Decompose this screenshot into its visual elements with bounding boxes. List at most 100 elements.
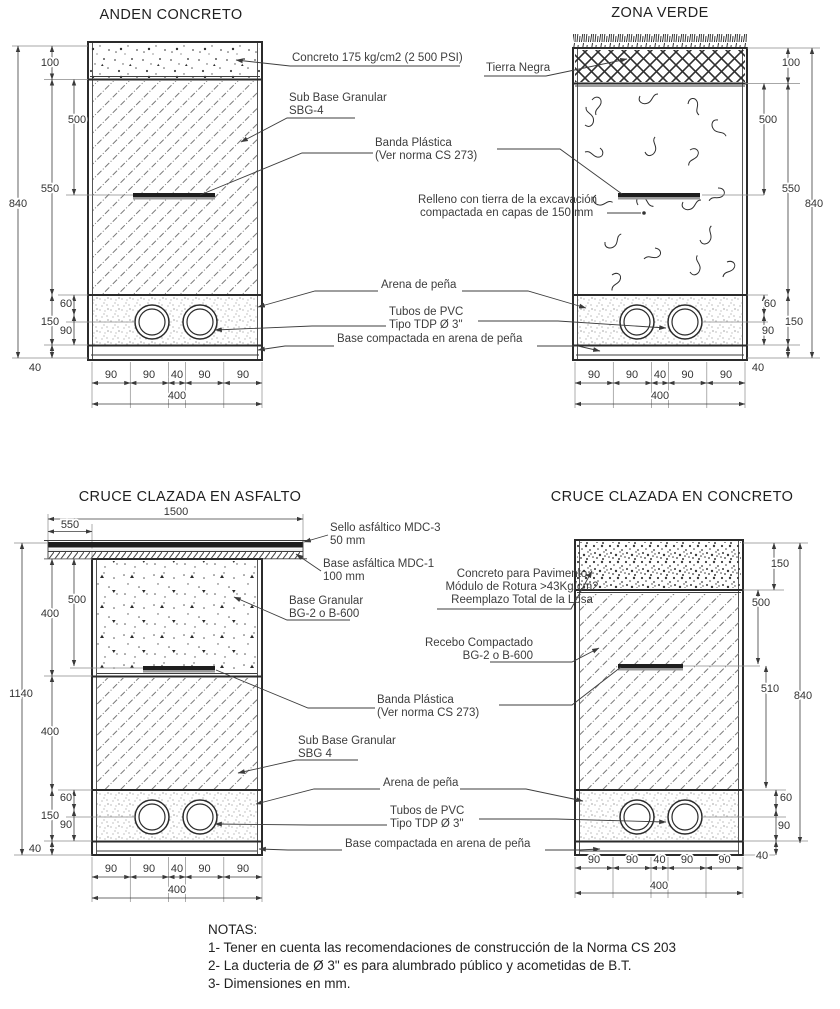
label-banda-bottom-2: (Ver norma CS 273) [377, 707, 479, 719]
dim-bottom-seg: 90 [588, 369, 600, 381]
dim-bottom-seg: 90 [720, 369, 732, 381]
dim-zona-pipe: 90 [762, 325, 774, 337]
dim-asfalto-total: 1140 [9, 688, 33, 700]
dim-concreto-sub: 500 [752, 597, 770, 609]
dim-asfalto-pipe: 90 [60, 819, 72, 831]
topsoil-layer [575, 50, 745, 82]
dim-bottom-seg: 40 [653, 854, 665, 866]
label-subbase-bot-1: Sub Base Granular [298, 735, 396, 747]
label-relleno-1: Relleno con tierra de la excavación [418, 194, 597, 206]
dim-zona-mid: 550 [782, 183, 800, 195]
label-concreto-pav-3: Reemplazo Total de la Losa [451, 594, 593, 606]
label-base-compactada-bottom: Base compactada en arena de peña [345, 838, 531, 850]
dim-anden-concrete: 100 [41, 57, 59, 69]
dim-zona-total: 840 [805, 198, 823, 210]
sand-bed [580, 791, 739, 840]
panel-cruce-concreto [574, 539, 808, 898]
plastic-band [133, 193, 215, 197]
dim-bottom-seg: 90 [105, 369, 117, 381]
dim-bottom-seg: 90 [681, 369, 693, 381]
note-item-3: 3- Dimensiones en mm. [208, 976, 351, 991]
title-zona-verde: ZONA VERDE [611, 5, 708, 21]
panel-anden-concreto [12, 41, 263, 408]
label-subbase-top-2: SBG-4 [289, 105, 324, 117]
pvc-pipes [134, 799, 218, 835]
label-recebo-2: BG-2 o B-600 [463, 650, 533, 662]
granular-base-layer [97, 561, 257, 674]
sand-bed [97, 791, 257, 840]
title-cruce-concreto: CRUCE CLAZADA EN CONCRETO [551, 489, 794, 505]
dim-concreto-pipe: 90 [778, 820, 790, 832]
label-concreto-pav-1: Concreto para Pavimento [457, 568, 587, 580]
dim-bottom-seg: 90 [626, 854, 638, 866]
plastic-band [618, 664, 683, 668]
dim-bottom-seg: 90 [143, 863, 155, 875]
note-item-1: 1- Tener en cuenta las recomendaciones d… [208, 940, 676, 955]
dim-anden-sub: 500 [68, 114, 86, 126]
label-base-compactada: Base compactada en arena de peña [337, 333, 523, 345]
dim-anden-pipetop: 60 [60, 298, 72, 310]
label-subbase-top-1: Sub Base Granular [289, 92, 387, 104]
leader-lines [199, 58, 667, 852]
dim-asfalto-pipetop: 60 [60, 792, 72, 804]
dim-zona-concrete: 100 [782, 57, 800, 69]
sand-bed [93, 296, 258, 345]
label-banda-1: Banda Plástica [375, 137, 452, 149]
label-recebo-1: Recebo Compactado [425, 637, 533, 649]
dim-asfalto-base: 40 [29, 843, 41, 855]
label-arena-bottom: Arena de peña [383, 777, 459, 789]
panel-cruce-asfalto [14, 514, 307, 902]
dim-asfalto-upper: 400 [41, 608, 59, 620]
label-base-asf-2: 100 mm [323, 571, 365, 583]
subbase-layer [93, 81, 258, 294]
dim-bottom-seg: 90 [143, 369, 155, 381]
dim-asfalto-sub: 500 [68, 594, 86, 606]
dim-concreto-lower: 510 [761, 683, 779, 695]
label-sello-1: Sello asfáltico MDC-3 [330, 522, 441, 534]
label-tubos-2: Tipo TDP Ø 3" [389, 319, 463, 331]
dim-asfalto-sand: 150 [41, 810, 59, 822]
label-tubos-1: Tubos de PVC [389, 306, 463, 318]
dim-bottom-seg: 90 [681, 854, 693, 866]
dim-bottom-seg: 40 [171, 863, 183, 875]
dim-bottom-total: 400 [651, 390, 669, 402]
label-subbase-bot-2: SBG 4 [298, 748, 332, 760]
label-tubos-bottom-1: Tubos de PVC [390, 805, 464, 817]
subbase-layer [97, 678, 257, 789]
note-item-2: 2- La ducteria de Ø 3" es para alumbrado… [208, 958, 632, 973]
dim-bottom-seg: 90 [237, 369, 249, 381]
compacted-fill-layer [580, 594, 739, 789]
dim-bottom-seg: 90 [105, 863, 117, 875]
label-base-gran-2: BG-2 o B-600 [289, 608, 359, 620]
grass [573, 34, 747, 48]
label-concreto-anden: Concreto 175 kg/cm2 (2 500 PSI) [292, 52, 463, 64]
asphalt-seal-layer [48, 542, 303, 548]
dim-zona-base: 40 [752, 362, 764, 374]
dim-concreto-base: 40 [756, 850, 768, 862]
dim-bottom-total: 400 [650, 880, 668, 892]
dim-bottom-total: 400 [168, 390, 186, 402]
dim-concreto-slab: 150 [771, 558, 789, 570]
label-arena: Arena de peña [381, 279, 457, 291]
title-cruce-asfalto: CRUCE CLAZADA EN ASFALTO [79, 489, 302, 505]
pvc-pipes [619, 304, 703, 340]
label-concreto-pav-2: Módulo de Rotura >43Kg/cm2 [445, 581, 598, 593]
notes-heading: NOTAS: [208, 922, 257, 937]
dim-bottom-seg: 90 [588, 854, 600, 866]
panel-zona-verde [572, 34, 820, 408]
dim-bottom-seg: 90 [237, 863, 249, 875]
label-tubos-bottom-2: Tipo TDP Ø 3" [390, 818, 464, 830]
label-base-asf-1: Base asfáltica MDC-1 [323, 558, 434, 570]
dim-bottom-seg: 90 [198, 863, 210, 875]
label-banda-bottom-1: Banda Plástica [377, 694, 454, 706]
dim-anden-sand: 150 [41, 316, 59, 328]
label-tierra-negra: Tierra Negra [486, 62, 551, 74]
label-relleno-2: compactada en capas de 150 mm [420, 207, 593, 219]
dim-bottom-seg: 90 [626, 369, 638, 381]
dim-concreto-total: 840 [794, 690, 812, 702]
dim-bottom-total: 400 [168, 884, 186, 896]
pvc-pipes [134, 304, 218, 340]
label-sello-2: 50 mm [330, 535, 365, 547]
